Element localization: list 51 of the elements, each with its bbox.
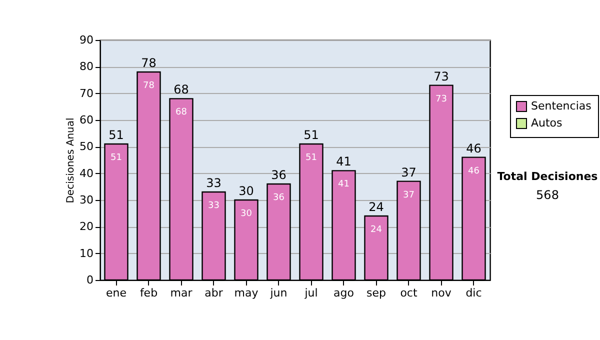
data-label: 36 (273, 193, 285, 203)
total-label: 41 (336, 154, 352, 169)
x-tick-label: oct (400, 286, 418, 300)
data-label: 33 (208, 201, 220, 211)
y-tick-label: 30 (80, 194, 94, 206)
data-label: 51 (306, 153, 317, 163)
x-tick-label: nov (431, 286, 452, 300)
text: 568 (535, 188, 560, 202)
data-label: 37 (403, 190, 414, 200)
total-label: 37 (401, 165, 416, 180)
data-label: 78 (143, 81, 155, 91)
total-label: 78 (141, 56, 156, 70)
data-label: 68 (176, 108, 188, 118)
y-tick-label: 40 (80, 166, 94, 180)
data-label: 24 (370, 225, 382, 235)
total-label: 36 (271, 168, 286, 182)
data-label: 41 (338, 180, 350, 190)
total-label: 51 (304, 128, 319, 142)
total-label: 73 (434, 69, 449, 84)
y-axis-title: Decisiones Anual (66, 118, 77, 204)
y-tick-label: 20 (80, 220, 94, 234)
x-tick-label: ago (334, 286, 354, 300)
x-tick-label: abr (204, 286, 224, 300)
data-label: 73 (436, 94, 447, 104)
data-label: 30 (240, 209, 252, 219)
x-tick-label: dic (466, 286, 482, 300)
legend-label: Autos (531, 116, 563, 130)
total-label: 46 (466, 141, 482, 156)
total-label: 33 (206, 176, 222, 190)
y-tick-label: 60 (80, 114, 94, 126)
data-label: 46 (468, 166, 480, 176)
y-tick-label: 80 (80, 60, 94, 74)
y-tick-label: 90 (80, 34, 94, 46)
x-tick-label: feb (140, 286, 158, 300)
x-tick-label: may (234, 286, 259, 300)
total-label: 24 (368, 200, 384, 214)
data-label: 51 (110, 153, 122, 163)
total-label: 30 (238, 184, 254, 198)
x-tick-label: ene (106, 286, 127, 300)
total-label: 68 (174, 82, 189, 97)
y-tick-label: 70 (80, 86, 94, 100)
text: Total Decisiones (496, 170, 599, 183)
y-tick-label: 50 (80, 140, 94, 154)
legend-label: Sentencias (531, 100, 592, 112)
x-tick-label: jul (304, 286, 318, 300)
x-tick-label: mar (170, 286, 193, 300)
y-tick-label: 10 (80, 246, 94, 260)
total-label: 51 (108, 128, 124, 142)
x-tick-label: sep (366, 286, 386, 300)
x-tick-label: jun (269, 286, 288, 300)
y-tick-label: 0 (86, 274, 94, 286)
